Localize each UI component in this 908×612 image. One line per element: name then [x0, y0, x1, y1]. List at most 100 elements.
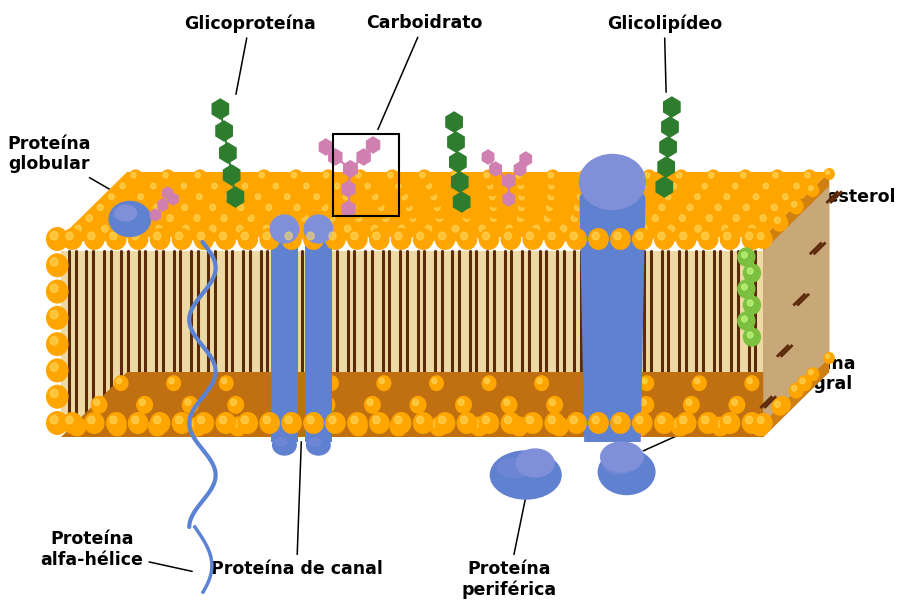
Circle shape [518, 194, 525, 200]
Circle shape [513, 170, 528, 185]
Circle shape [484, 378, 489, 384]
Circle shape [716, 204, 721, 211]
Circle shape [610, 228, 631, 250]
Circle shape [197, 416, 204, 424]
Circle shape [825, 170, 830, 174]
Circle shape [514, 211, 532, 230]
Circle shape [550, 417, 569, 436]
Circle shape [393, 420, 400, 427]
Circle shape [417, 232, 424, 240]
Circle shape [50, 231, 58, 240]
Circle shape [590, 417, 609, 436]
Circle shape [518, 215, 524, 222]
Circle shape [490, 204, 497, 211]
Circle shape [175, 232, 183, 240]
Circle shape [372, 194, 378, 200]
Circle shape [506, 225, 513, 233]
Circle shape [676, 173, 682, 178]
Circle shape [275, 215, 281, 222]
Circle shape [65, 416, 73, 424]
Circle shape [633, 190, 649, 207]
Circle shape [352, 211, 370, 230]
Circle shape [390, 412, 411, 434]
Circle shape [260, 412, 280, 434]
Circle shape [516, 201, 532, 219]
Circle shape [637, 222, 656, 242]
Circle shape [260, 222, 279, 242]
Circle shape [284, 194, 290, 200]
Ellipse shape [579, 154, 646, 209]
Circle shape [513, 420, 520, 427]
Circle shape [570, 416, 577, 424]
Circle shape [612, 173, 617, 178]
Circle shape [750, 190, 766, 207]
Circle shape [500, 228, 521, 250]
Circle shape [132, 416, 139, 424]
Circle shape [809, 186, 814, 191]
Circle shape [229, 417, 247, 436]
Circle shape [645, 173, 650, 178]
Circle shape [775, 217, 780, 223]
Circle shape [106, 412, 126, 434]
Circle shape [627, 201, 645, 219]
Circle shape [195, 173, 201, 178]
Circle shape [314, 194, 320, 200]
Circle shape [481, 375, 497, 391]
Circle shape [488, 201, 504, 219]
Circle shape [281, 190, 298, 207]
Circle shape [221, 215, 227, 222]
Circle shape [289, 170, 303, 185]
Circle shape [715, 420, 721, 427]
Circle shape [419, 173, 425, 178]
Circle shape [656, 201, 673, 219]
Ellipse shape [586, 163, 619, 185]
Circle shape [744, 204, 749, 211]
Circle shape [721, 190, 737, 207]
Circle shape [676, 228, 696, 250]
Ellipse shape [115, 205, 136, 221]
Circle shape [210, 225, 216, 233]
Circle shape [622, 211, 640, 230]
Circle shape [369, 412, 390, 434]
Circle shape [469, 417, 489, 436]
Circle shape [481, 170, 497, 185]
Circle shape [237, 228, 258, 250]
Circle shape [215, 228, 236, 250]
Circle shape [452, 173, 457, 178]
Circle shape [665, 222, 683, 242]
Circle shape [754, 194, 759, 200]
Circle shape [233, 222, 252, 242]
Circle shape [429, 417, 449, 436]
Polygon shape [61, 172, 829, 237]
Circle shape [802, 170, 817, 185]
Circle shape [365, 183, 370, 189]
Circle shape [592, 232, 599, 240]
Circle shape [460, 416, 468, 424]
Circle shape [671, 417, 689, 436]
Polygon shape [61, 251, 764, 423]
Circle shape [287, 222, 306, 242]
Circle shape [504, 416, 511, 424]
Circle shape [303, 183, 309, 189]
Circle shape [74, 225, 82, 233]
Circle shape [702, 232, 709, 240]
Circle shape [522, 412, 543, 434]
Circle shape [706, 215, 713, 222]
Circle shape [193, 228, 214, 250]
Circle shape [413, 412, 433, 434]
Circle shape [792, 386, 797, 391]
Circle shape [463, 215, 469, 222]
Circle shape [692, 375, 706, 391]
Circle shape [163, 173, 168, 178]
Circle shape [637, 396, 655, 414]
Ellipse shape [604, 457, 632, 474]
Circle shape [340, 222, 360, 242]
Circle shape [577, 170, 593, 185]
Circle shape [46, 411, 69, 435]
Circle shape [350, 232, 358, 240]
Circle shape [321, 399, 328, 406]
Circle shape [545, 190, 561, 207]
Circle shape [178, 181, 193, 196]
Circle shape [702, 416, 709, 424]
Circle shape [428, 190, 444, 207]
